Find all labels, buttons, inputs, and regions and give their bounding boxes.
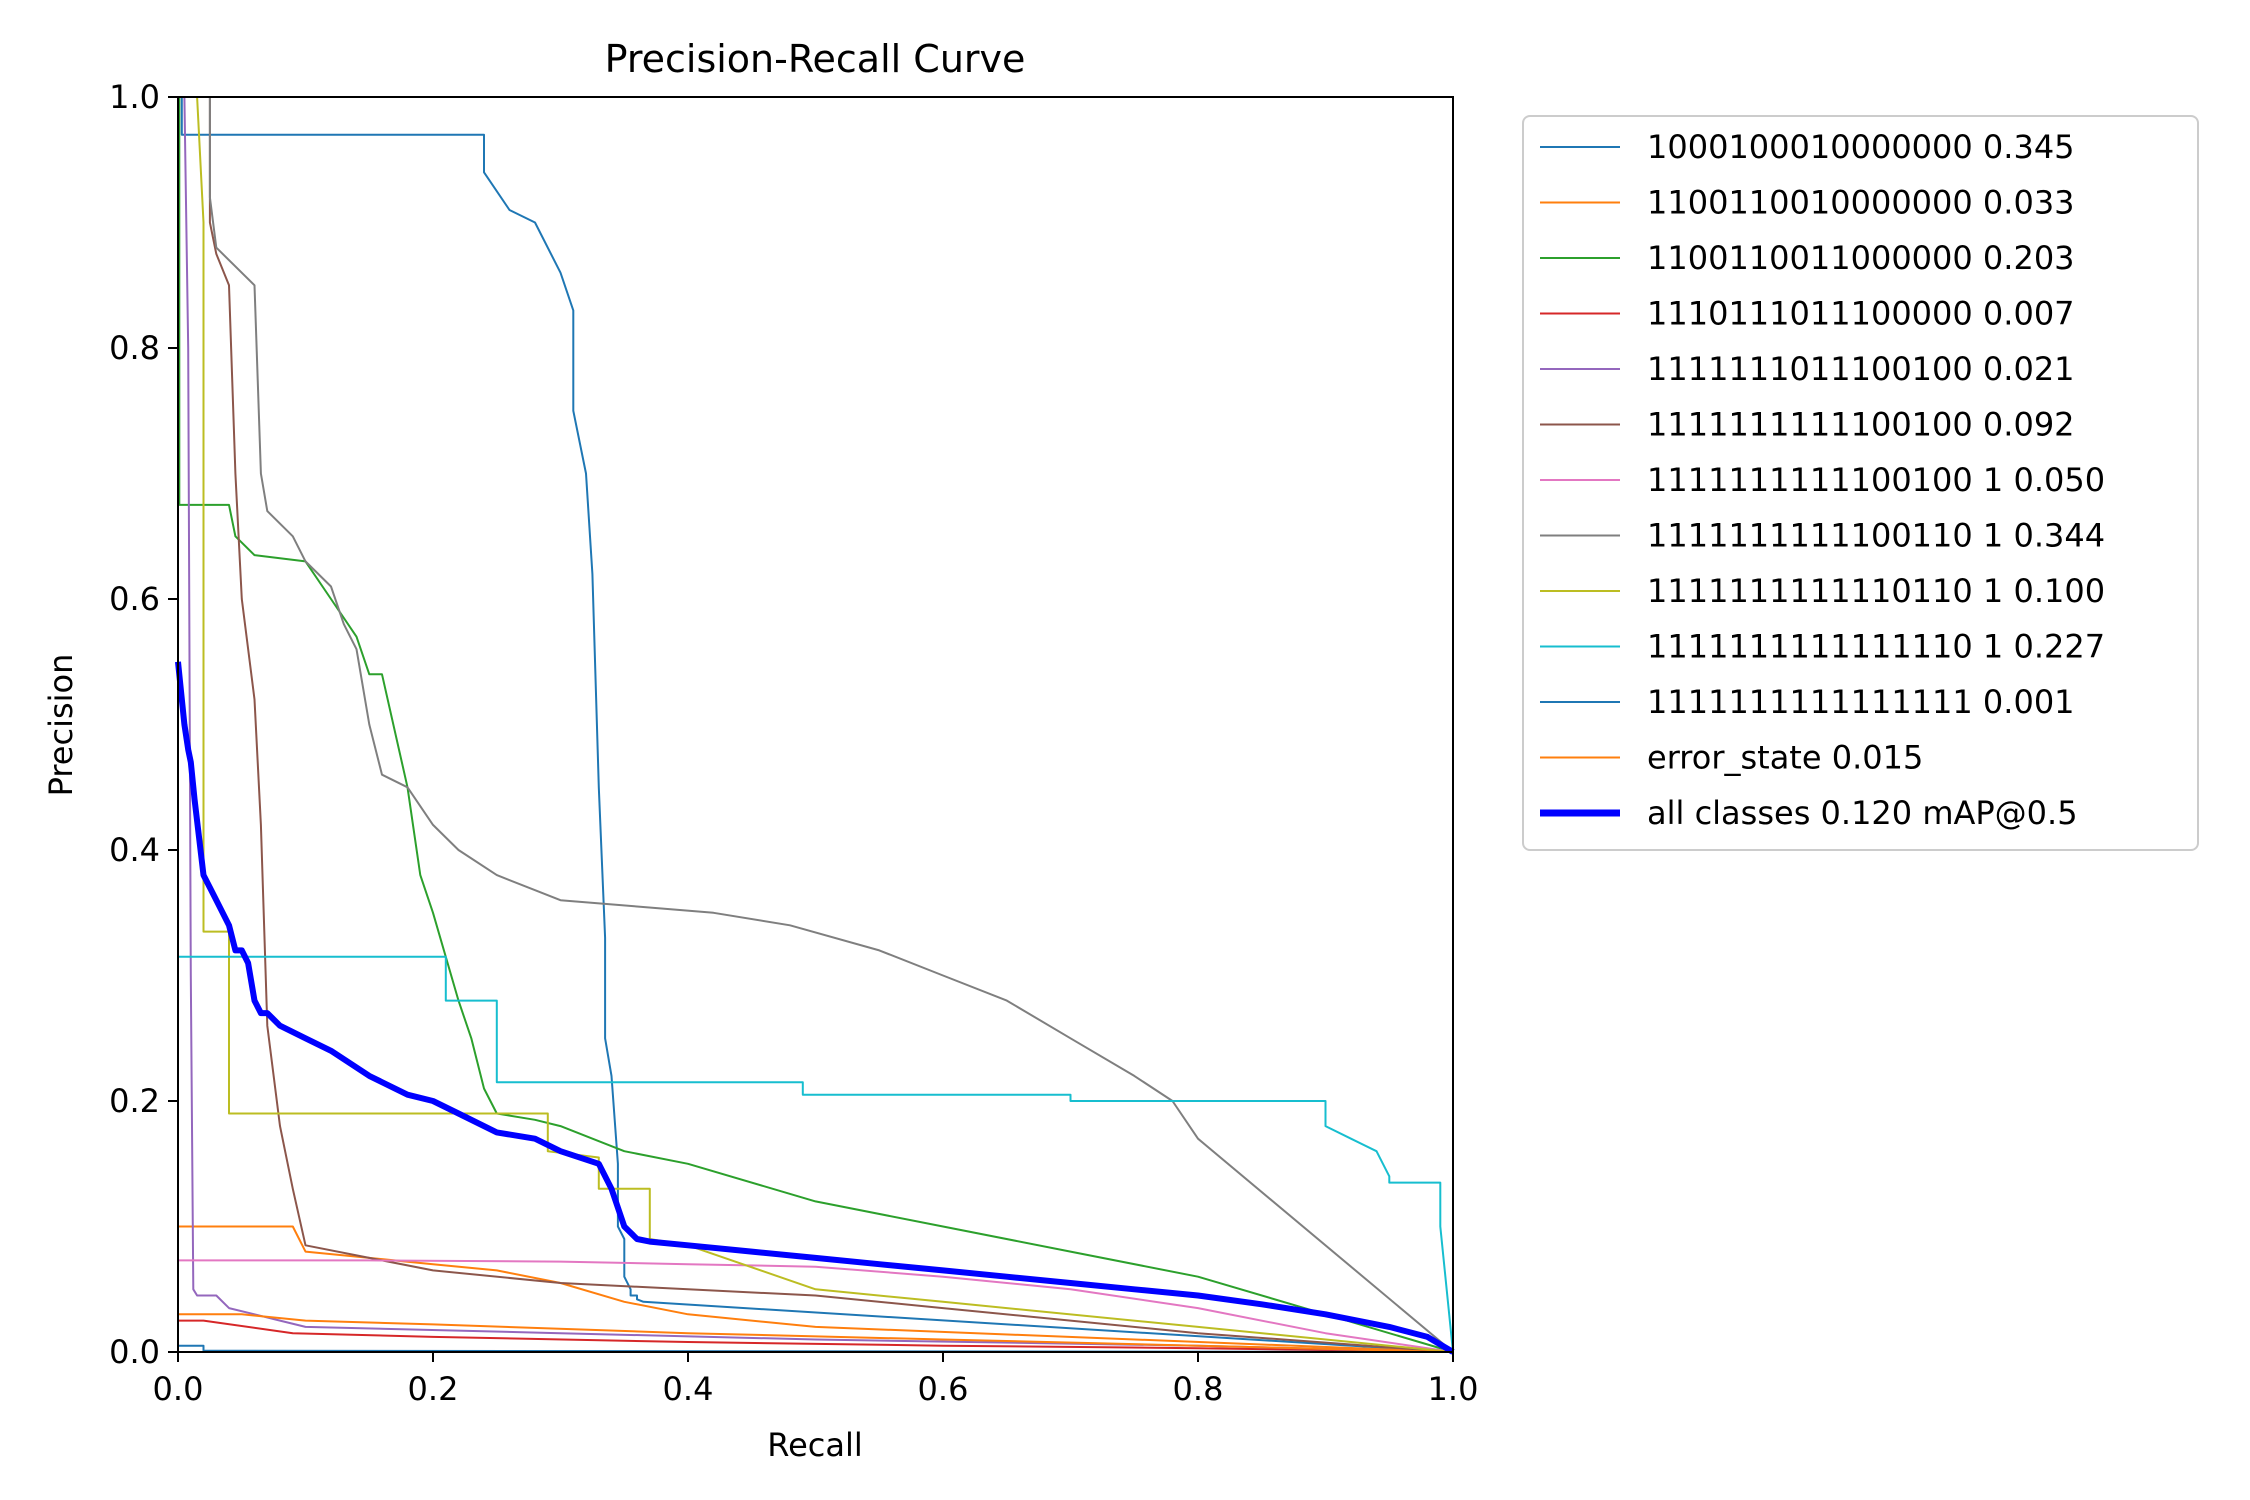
legend-label: all classes 0.120 mAP@0.5 — [1647, 794, 2078, 832]
series-line-9-1111111111110110-1 — [178, 96, 1454, 1353]
y-axis-label: Precision — [42, 654, 80, 797]
series-line-8-1111111111100110-1 — [178, 96, 1454, 1353]
series-line-7-1111111111100100-1 — [178, 1259, 1454, 1353]
legend-label: 1000100010000000 0.345 — [1647, 128, 2075, 166]
series-line-4-1110111011100000 — [178, 1319, 1454, 1353]
x-tick-label: 0.8 — [1173, 1370, 1224, 1408]
x-axis-ticks: 0.0 0.2 0.4 0.6 0.8 1.0 — [153, 1352, 1479, 1408]
legend-label: 1110111011100000 0.007 — [1647, 295, 2075, 333]
x-tick-label: 1.0 — [1428, 1370, 1479, 1408]
x-tick-label: 0.4 — [663, 1370, 714, 1408]
series-line-6-1111111111100100 — [178, 96, 1454, 1353]
legend-label: 1111111111111111 0.001 — [1647, 683, 2075, 721]
series-line-2-1100110010000000 — [178, 1225, 1454, 1353]
series-line-12-error-state — [178, 1313, 1454, 1353]
legend-box — [1522, 115, 2199, 851]
series-line-10-1111111111111110-1 — [178, 955, 1454, 1353]
legend-label: 1100110011000000 0.203 — [1647, 239, 2075, 277]
legend-label: 1111111111110110 1 0.100 — [1647, 572, 2105, 610]
x-tick-label: 0.2 — [408, 1370, 459, 1408]
y-tick-label: 0.4 — [109, 831, 160, 869]
series-line-1-1000100010000000 — [178, 96, 1454, 1353]
y-tick-label: 0.6 — [109, 580, 160, 618]
y-tick-label: 0.0 — [109, 1333, 160, 1371]
series-line-5-1111111011100100 — [178, 96, 1454, 1353]
y-axis-ticks: 0.0 0.2 0.4 0.6 0.8 1.0 — [109, 78, 178, 1371]
legend: 1000100010000000 0.345 1100110010000000 0… — [1540, 128, 2105, 832]
legend-label: 1111111111100110 1 0.344 — [1647, 517, 2105, 555]
series-line-13-all-classes — [175, 661, 1455, 1355]
x-axis-label: Recall — [767, 1426, 862, 1464]
chart-title: Precision-Recall Curve — [605, 37, 1026, 81]
legend-label: error_state 0.015 — [1647, 739, 1923, 777]
y-tick-label: 0.8 — [109, 329, 160, 367]
legend-label: 1100110010000000 0.033 — [1647, 184, 2075, 222]
plot-area-frame — [177, 96, 1454, 1353]
legend-label: 1111111111100100 1 0.050 — [1647, 461, 2105, 499]
y-tick-label: 1.0 — [109, 78, 160, 116]
x-tick-label: 0.0 — [153, 1370, 204, 1408]
legend-label: 1111111011100100 0.021 — [1647, 350, 2075, 388]
x-tick-label: 0.6 — [918, 1370, 969, 1408]
legend-label: 1111111111111110 1 0.227 — [1647, 628, 2105, 666]
y-tick-label: 0.2 — [109, 1082, 160, 1120]
legend-label: 1111111111100100 0.092 — [1647, 406, 2075, 444]
